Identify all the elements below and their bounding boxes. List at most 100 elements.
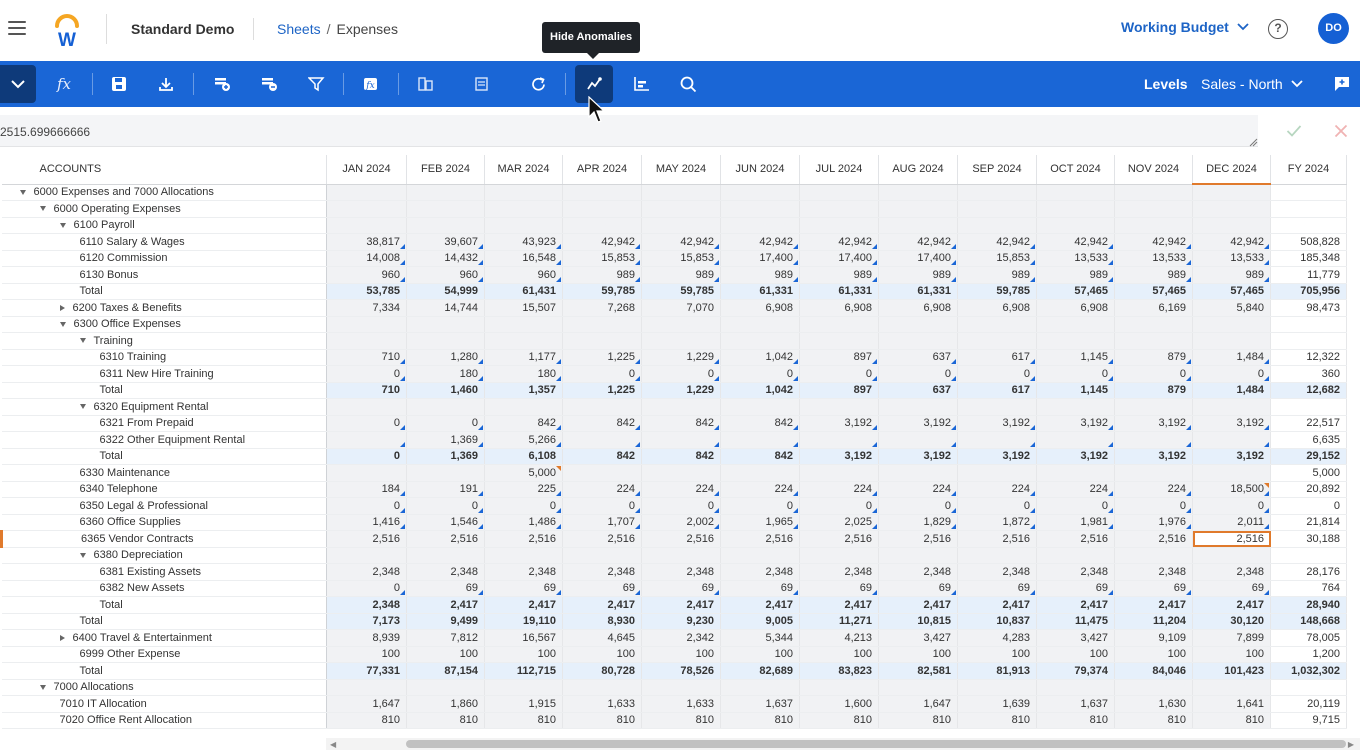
value-cell[interactable]	[562, 217, 642, 234]
value-cell[interactable]: 2,348	[326, 563, 407, 581]
value-cell[interactable]	[878, 398, 958, 416]
value-cell[interactable]	[406, 679, 485, 696]
expand-caret-icon[interactable]	[39, 684, 46, 690]
value-cell[interactable]	[484, 547, 563, 564]
column-header[interactable]: JUN 2024	[720, 155, 800, 185]
value-cell[interactable]	[878, 431, 958, 449]
value-cell[interactable]	[957, 398, 1037, 416]
value-cell[interactable]: 11,475	[1036, 613, 1115, 630]
value-cell[interactable]: 3,192	[1114, 415, 1193, 432]
value-cell[interactable]: 43,923	[484, 233, 563, 251]
value-cell[interactable]: 2,348	[1114, 563, 1193, 581]
value-cell[interactable]: 6,908	[957, 299, 1037, 317]
fy-total-cell[interactable]	[1270, 398, 1347, 416]
toolbar-collapse-button[interactable]	[0, 65, 36, 103]
value-cell[interactable]	[641, 217, 721, 234]
value-cell[interactable]: 87,154	[406, 662, 485, 680]
search-button[interactable]	[669, 65, 707, 103]
account-label[interactable]: 6350 Legal & Professional	[1, 497, 327, 515]
value-cell[interactable]: 15,507	[484, 299, 563, 317]
value-cell[interactable]	[1192, 679, 1271, 696]
value-cell[interactable]: 2,417	[641, 596, 721, 614]
value-cell[interactable]: 100	[720, 646, 800, 663]
fy-total-cell[interactable]: 28,940	[1270, 596, 1347, 614]
value-cell[interactable]: 100	[562, 646, 642, 663]
value-cell[interactable]: 61,331	[878, 283, 958, 300]
value-cell[interactable]	[641, 464, 721, 482]
value-cell[interactable]: 224	[878, 481, 958, 498]
fy-total-cell[interactable]: 22,517	[1270, 415, 1347, 432]
column-header[interactable]: SEP 2024	[957, 155, 1037, 185]
value-cell[interactable]	[562, 547, 642, 564]
fy-total-cell[interactable]: 508,828	[1270, 233, 1347, 251]
value-cell[interactable]	[1036, 398, 1115, 416]
value-cell[interactable]: 2,348	[641, 563, 721, 581]
value-cell[interactable]: 1,225	[562, 349, 642, 366]
value-cell[interactable]: 6,108	[484, 448, 563, 465]
value-cell[interactable]	[957, 332, 1037, 350]
value-cell[interactable]	[406, 184, 485, 201]
value-cell[interactable]: 1,829	[878, 514, 958, 531]
anomaly-marker[interactable]	[556, 466, 561, 471]
value-cell[interactable]: 4,645	[562, 629, 642, 647]
value-cell[interactable]: 81,913	[957, 662, 1037, 680]
value-cell[interactable]: 100	[326, 646, 407, 663]
value-cell[interactable]: 1,633	[562, 695, 642, 713]
help-icon[interactable]: ?	[1268, 19, 1288, 39]
value-cell[interactable]	[562, 316, 642, 333]
value-cell[interactable]: 224	[1114, 481, 1193, 498]
value-cell[interactable]: 810	[799, 712, 879, 729]
value-cell[interactable]	[406, 547, 485, 564]
value-cell[interactable]: 2,025	[799, 514, 879, 531]
value-cell[interactable]	[720, 332, 800, 350]
value-cell[interactable]: 897	[799, 349, 879, 366]
value-cell[interactable]: 1,641	[1192, 695, 1271, 713]
value-cell[interactable]	[484, 679, 563, 696]
value-cell[interactable]: 7,334	[326, 299, 407, 317]
account-label[interactable]: Total	[1, 283, 327, 300]
value-cell[interactable]: 2,516	[326, 530, 407, 548]
value-cell[interactable]: 842	[720, 448, 800, 465]
value-cell[interactable]: 80,728	[562, 662, 642, 680]
value-cell[interactable]: 13,533	[1036, 250, 1115, 267]
value-cell[interactable]: 1,460	[406, 382, 485, 399]
value-cell[interactable]	[799, 217, 879, 234]
value-cell[interactable]: 0	[1114, 365, 1193, 383]
value-cell[interactable]	[720, 398, 800, 416]
value-cell[interactable]	[326, 332, 407, 350]
account-label[interactable]: 6100 Payroll	[1, 217, 327, 234]
value-cell[interactable]: 0	[799, 497, 879, 515]
fy-total-cell[interactable]: 0	[1270, 497, 1347, 515]
value-cell[interactable]: 9,005	[720, 613, 800, 630]
value-cell[interactable]	[799, 200, 879, 218]
expand-caret-icon[interactable]	[59, 321, 66, 327]
column-header[interactable]: DEC 2024	[1192, 155, 1271, 185]
value-cell[interactable]	[1192, 398, 1271, 416]
value-cell[interactable]	[406, 398, 485, 416]
account-label[interactable]: 6310 Training	[1, 349, 327, 366]
value-cell[interactable]: 100	[641, 646, 721, 663]
value-cell[interactable]: 224	[1036, 481, 1115, 498]
fy-total-cell[interactable]: 12,322	[1270, 349, 1347, 366]
value-cell[interactable]: 53,785	[326, 283, 407, 300]
account-label[interactable]: 6340 Telephone	[1, 481, 327, 498]
account-label[interactable]: Training	[1, 332, 327, 350]
value-cell[interactable]: 2,011	[1192, 514, 1271, 531]
value-cell[interactable]	[326, 316, 407, 333]
account-label[interactable]: 6320 Equipment Rental	[1, 398, 327, 416]
value-cell[interactable]: 2,516	[1036, 530, 1115, 548]
horizontal-scrollbar[interactable]: ◀ ▶	[326, 738, 1360, 750]
value-cell[interactable]: 0	[957, 365, 1037, 383]
value-cell[interactable]: 989	[1036, 266, 1115, 284]
value-cell[interactable]: 19,110	[484, 613, 563, 630]
value-cell[interactable]: 6,908	[878, 299, 958, 317]
value-cell[interactable]: 989	[562, 266, 642, 284]
fy-total-cell[interactable]: 20,119	[1270, 695, 1347, 713]
value-cell[interactable]: 42,942	[641, 233, 721, 251]
account-label[interactable]: 6380 Depreciation	[1, 547, 327, 564]
value-cell[interactable]: 2,417	[720, 596, 800, 614]
value-cell[interactable]: 0	[326, 365, 407, 383]
value-cell[interactable]: 69	[878, 580, 958, 597]
value-cell[interactable]: 59,785	[957, 283, 1037, 300]
value-cell[interactable]: 879	[1114, 382, 1193, 399]
